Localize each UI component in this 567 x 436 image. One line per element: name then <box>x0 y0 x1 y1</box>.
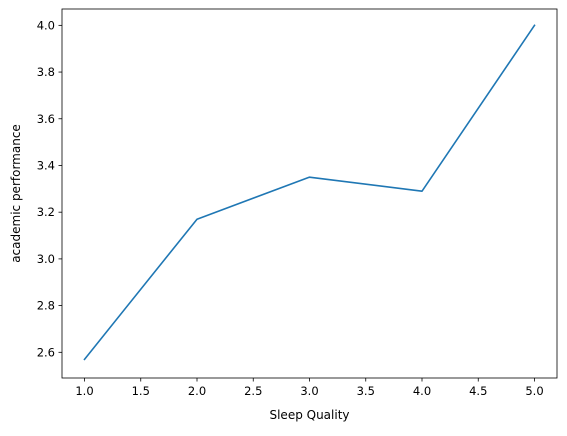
x-tick-label: 2.0 <box>188 384 206 398</box>
x-axis-label: Sleep Quality <box>269 408 349 422</box>
x-tick-label: 2.5 <box>244 384 262 398</box>
x-tick-label: 1.5 <box>132 384 150 398</box>
x-tick-label: 4.0 <box>413 384 431 398</box>
plot-frame <box>61 8 558 379</box>
x-tick-label: 3.5 <box>357 384 375 398</box>
y-tick-label: 3.6 <box>37 112 55 126</box>
y-tick-label: 4.0 <box>37 18 55 32</box>
x-axis-ticks: 1.0 1.5 2.0 2.5 3.0 3.5 4.0 4.5 5.0 <box>75 378 544 398</box>
y-tick-label: 3.2 <box>37 205 55 219</box>
x-tick-label: 3.0 <box>300 384 318 398</box>
x-tick-label: 1.0 <box>75 384 93 398</box>
x-tick-label: 4.5 <box>469 384 487 398</box>
series-line <box>83 24 536 361</box>
y-tick-label: 2.6 <box>37 345 55 359</box>
plot-area <box>62 9 557 378</box>
y-tick-label: 3.8 <box>37 65 55 79</box>
y-tick-label: 3.0 <box>37 252 55 266</box>
y-axis-ticks: 2.6 2.8 3.0 3.2 3.4 3.6 3.8 4.0 <box>37 18 62 359</box>
y-tick-label: 3.4 <box>37 158 55 172</box>
y-tick-label: 2.8 <box>37 299 55 313</box>
y-axis-label: academic performance <box>9 124 23 263</box>
x-tick-label: 5.0 <box>525 384 543 398</box>
